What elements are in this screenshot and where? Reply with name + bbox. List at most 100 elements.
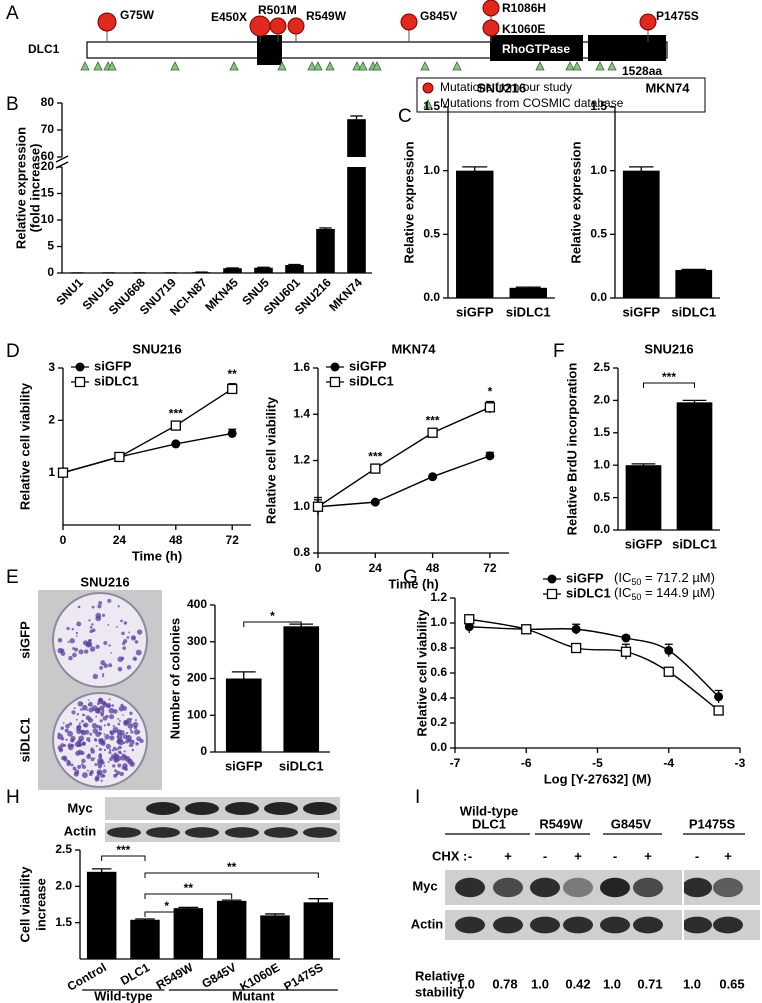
- colony: [111, 749, 115, 752]
- bar: [303, 902, 334, 959]
- y-tick-label: 0.5: [593, 490, 610, 504]
- colony: [98, 727, 103, 731]
- legend-note-part: 50: [631, 592, 641, 602]
- colony: [108, 698, 111, 701]
- legend-box: [416, 77, 706, 113]
- y-tick-label: 5: [47, 239, 54, 253]
- marker: [571, 624, 581, 634]
- colony: [80, 763, 84, 766]
- x-tick-label: siGFP: [456, 304, 494, 319]
- chx-sign: +: [504, 848, 512, 863]
- chx-sign: +: [644, 848, 652, 863]
- colony: [103, 641, 108, 645]
- y-tick-label: 10: [41, 212, 55, 226]
- colony: [125, 739, 130, 744]
- mutation-marker: [249, 15, 271, 37]
- axis-break: [55, 161, 69, 169]
- colony: [108, 663, 113, 668]
- significance-label: ***: [368, 449, 382, 463]
- y-axis-label: (fold increase): [27, 144, 42, 233]
- colony: [123, 621, 128, 625]
- panel-letter: C: [398, 106, 412, 127]
- colony: [73, 707, 76, 710]
- y-tick-label: 2.5: [55, 842, 72, 856]
- cosmic-mutation: [229, 61, 239, 71]
- x-axis-label: Log [Y-27632] (M): [544, 771, 652, 786]
- x-tick-label: 0: [315, 561, 322, 575]
- colony: [112, 724, 115, 728]
- colony: [80, 750, 85, 756]
- y-tick-label: 80: [41, 95, 55, 109]
- cosmic-mutation: [565, 61, 575, 71]
- colony: [60, 651, 66, 656]
- x-tick-label: siDLC1: [279, 758, 324, 773]
- colony: [91, 623, 94, 626]
- bar: [225, 678, 262, 752]
- significance-bracket: [144, 893, 233, 899]
- y-tick-label: 0.4: [430, 690, 447, 704]
- colony: [88, 701, 93, 707]
- x-tick-label: 72: [483, 561, 497, 575]
- marker: [547, 574, 557, 584]
- colony: [111, 704, 115, 707]
- colony: [120, 755, 126, 761]
- cosmic-mutation: [307, 61, 317, 71]
- marker: [312, 501, 324, 512]
- cosmic-mutation: [535, 61, 545, 71]
- stability-value: 0.42: [565, 976, 590, 991]
- colony: [103, 663, 109, 669]
- x-tick-label: -6: [521, 756, 532, 770]
- colony: [134, 658, 137, 661]
- blot-band: [146, 802, 180, 815]
- panel-letter: F: [553, 341, 565, 362]
- stability-label: stability: [415, 984, 465, 999]
- colony: [103, 764, 106, 767]
- colony: [129, 728, 132, 731]
- bar: [347, 119, 366, 157]
- blot-band: [455, 877, 485, 898]
- colony: [91, 722, 98, 729]
- y-axis-label: Number of colonies: [167, 618, 182, 739]
- y-tick-label: 0.0: [590, 290, 607, 304]
- y-tick-label: 0.2: [430, 715, 447, 729]
- marker: [227, 428, 237, 438]
- x-tick-label: -3: [735, 756, 746, 770]
- blot-label: Myc: [67, 800, 92, 815]
- y-tick-label: 2: [48, 413, 55, 427]
- y-axis-label: Relative cell viability: [414, 609, 429, 737]
- y-tick-label: 1.0: [593, 457, 610, 471]
- panel-letter: B: [6, 94, 19, 115]
- colony: [103, 733, 106, 735]
- colony: [133, 729, 140, 735]
- colony: [108, 751, 112, 755]
- colony: [127, 735, 130, 738]
- column-header: Wild-type: [460, 803, 518, 818]
- marker: [171, 439, 181, 449]
- x-tick-label: 24: [113, 533, 127, 547]
- colony: [97, 604, 102, 609]
- colony: [116, 626, 119, 628]
- marker: [521, 624, 532, 635]
- colony: [74, 647, 79, 652]
- colony: [60, 743, 65, 748]
- colony: [100, 711, 105, 716]
- stability-label: Relative: [415, 968, 465, 983]
- bar: [216, 900, 247, 959]
- colony: [107, 598, 112, 603]
- chart-title: MKN74: [391, 341, 436, 356]
- bar: [625, 465, 662, 530]
- colony: [122, 646, 127, 650]
- mutation-marker: [400, 13, 418, 31]
- mutation-label: E450X: [211, 10, 247, 24]
- colony: [75, 635, 78, 637]
- x-tick-label: -7: [450, 756, 461, 770]
- mutation-label: R1086H: [502, 1, 546, 15]
- blot-band: [185, 802, 219, 815]
- mutation-marker: [482, 0, 500, 17]
- colony: [110, 652, 112, 654]
- column-header: P1475S: [689, 816, 736, 831]
- colony: [108, 707, 115, 714]
- bar: [86, 871, 117, 959]
- colony: [125, 768, 128, 771]
- colony: [110, 754, 115, 759]
